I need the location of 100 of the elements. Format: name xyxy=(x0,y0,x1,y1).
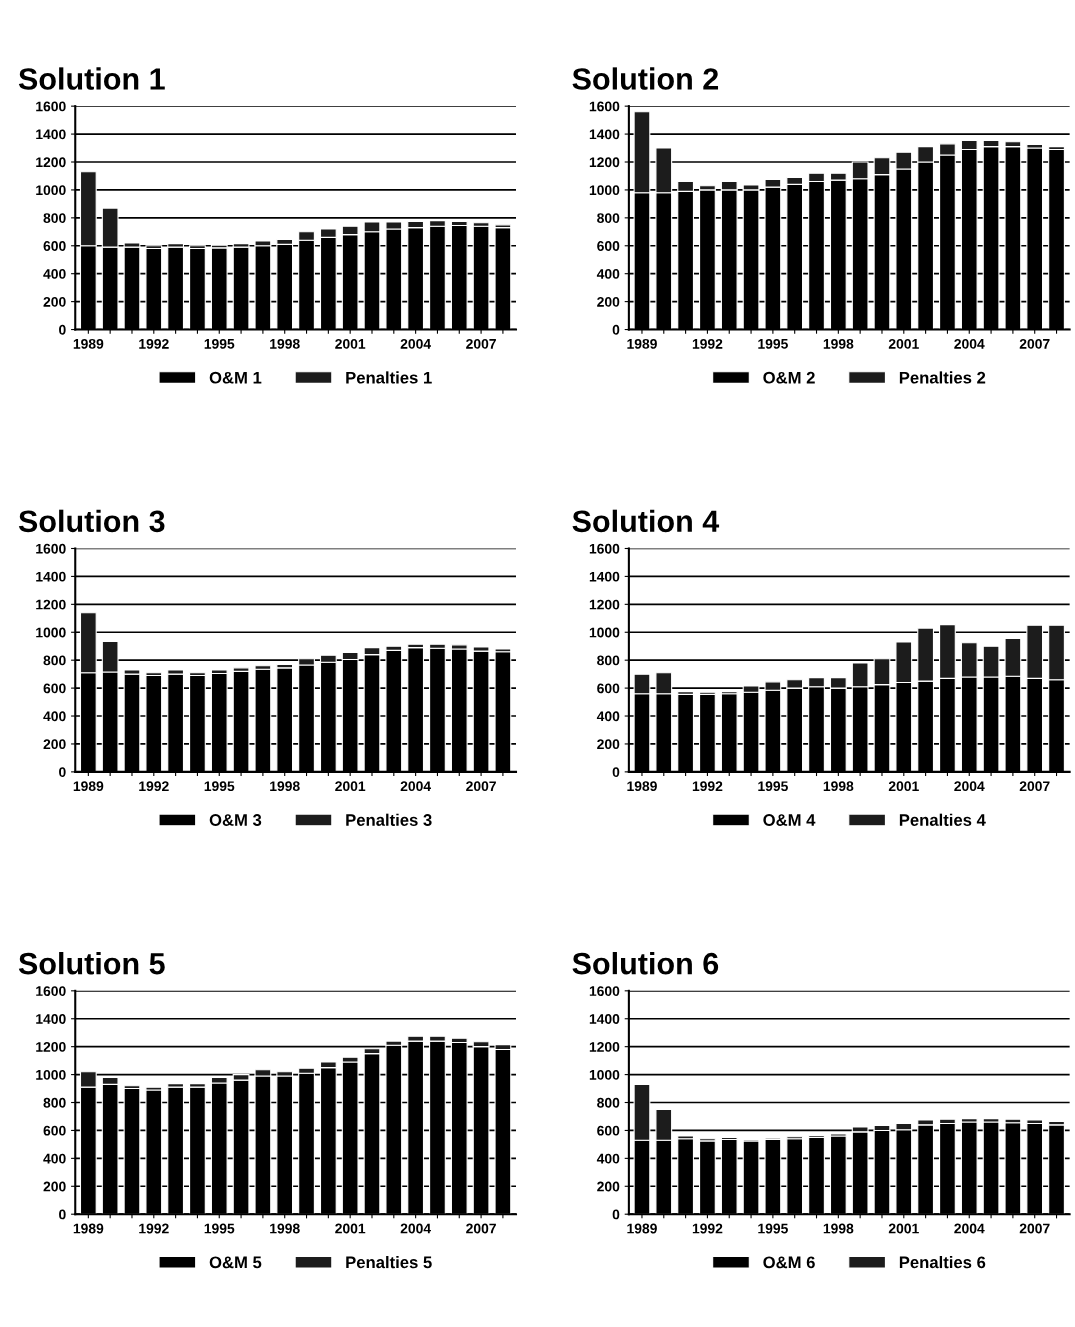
y-tick-label: 800 xyxy=(43,213,66,224)
x-tick-label: 1989 xyxy=(73,1223,104,1234)
y-tick-label: 1600 xyxy=(36,543,66,554)
y-tick-label: 1600 xyxy=(589,986,620,996)
y-tick-label: 200 xyxy=(597,1181,620,1192)
x-tick-label: 1992 xyxy=(692,781,723,792)
legend-label: O&M 2 xyxy=(763,371,815,384)
y-tick-label: 1600 xyxy=(589,101,620,112)
legend-label: O&M 3 xyxy=(209,814,262,826)
y-tick-label: 1000 xyxy=(36,1069,66,1080)
y-tick-label: 1000 xyxy=(36,627,66,638)
y-tick-label: 1200 xyxy=(589,157,620,168)
y-tick-label: 200 xyxy=(597,296,620,307)
legend-label: O&M 5 xyxy=(209,1256,262,1269)
x-tick-label: 1998 xyxy=(823,781,854,792)
x-tick-label: 1995 xyxy=(204,781,235,792)
x-tick-label: 1992 xyxy=(692,1223,723,1234)
x-tick-label: 1995 xyxy=(758,338,788,349)
x-tick-label: 1989 xyxy=(73,781,104,792)
y-tick-label: 1600 xyxy=(36,986,66,996)
chart-title: Solution 5 xyxy=(18,952,165,975)
x-tick-label: 1998 xyxy=(270,1223,300,1234)
x-tick-label: 1992 xyxy=(139,781,169,792)
x-tick-label: 2001 xyxy=(335,1223,366,1234)
x-tick-label: 2001 xyxy=(888,1223,919,1234)
y-tick-label: 200 xyxy=(43,296,66,307)
y-tick-label: 1000 xyxy=(589,185,620,196)
legend-label: O&M 6 xyxy=(763,1256,815,1269)
y-tick-label: 800 xyxy=(597,1097,620,1108)
y-tick-label: 400 xyxy=(596,711,620,722)
x-tick-label: 1998 xyxy=(823,1223,854,1234)
y-tick-label: 400 xyxy=(43,1153,66,1164)
y-tick-label: 600 xyxy=(43,1125,66,1136)
y-tick-label: 200 xyxy=(43,1181,66,1192)
y-tick-label: 800 xyxy=(597,213,620,224)
x-tick-label: 2004 xyxy=(400,781,432,792)
x-tick-label: 1992 xyxy=(139,1223,169,1234)
x-tick-label: 2004 xyxy=(954,1223,985,1234)
x-tick-label: 2007 xyxy=(1019,338,1050,349)
x-tick-label: 1995 xyxy=(204,1223,235,1234)
x-tick-label: 2001 xyxy=(888,338,919,349)
legend-label: O&M 1 xyxy=(209,371,262,384)
y-tick-label: 1400 xyxy=(36,129,66,140)
legend-label: Penalties 6 xyxy=(899,1256,986,1269)
y-tick-label: 1200 xyxy=(589,599,620,610)
x-tick-label: 1995 xyxy=(204,338,235,349)
y-tick-label: 1200 xyxy=(589,1042,620,1052)
x-tick-label: 2001 xyxy=(335,338,366,349)
y-tick-label: 1600 xyxy=(589,543,620,554)
y-tick-label: 600 xyxy=(597,241,620,251)
x-tick-label: 1995 xyxy=(758,781,788,792)
x-tick-label: 2007 xyxy=(1019,781,1050,792)
chart-title: Solution 6 xyxy=(572,952,719,975)
y-tick-label: 1400 xyxy=(36,1014,66,1024)
x-tick-label: 2007 xyxy=(466,338,496,349)
x-tick-label: 2001 xyxy=(335,781,366,792)
y-tick-label: 200 xyxy=(597,739,620,750)
y-tick-label: 0 xyxy=(612,767,620,778)
y-tick-label: 0 xyxy=(59,324,66,335)
chart-title: Solution 1 xyxy=(18,67,165,90)
y-tick-label: 1400 xyxy=(36,571,66,582)
x-tick-label: 2004 xyxy=(400,338,432,349)
x-tick-label: 1989 xyxy=(627,1223,657,1234)
y-tick-label: 600 xyxy=(597,1125,620,1136)
y-tick-label: 0 xyxy=(59,767,66,778)
legend-label: Penalties 5 xyxy=(346,1256,432,1269)
y-tick-label: 600 xyxy=(43,241,66,251)
x-tick-label: 1989 xyxy=(627,338,657,349)
y-tick-label: 600 xyxy=(43,683,66,694)
x-tick-label: 2007 xyxy=(466,1223,496,1234)
y-tick-label: 200 xyxy=(43,739,66,750)
y-tick-label: 600 xyxy=(597,683,620,694)
x-tick-label: 1989 xyxy=(73,338,104,349)
y-tick-label: 800 xyxy=(43,1097,66,1108)
y-tick-label: 1000 xyxy=(589,1069,620,1080)
y-tick-label: 0 xyxy=(612,1209,620,1220)
y-tick-label: 1000 xyxy=(36,185,66,196)
y-tick-label: 1400 xyxy=(589,571,620,582)
y-tick-label: 0 xyxy=(612,324,620,335)
legend-label: O&M 4 xyxy=(763,814,816,826)
y-tick-label: 1200 xyxy=(36,1042,66,1052)
y-tick-label: 0 xyxy=(59,1209,66,1220)
legend-label: Penalties 1 xyxy=(346,371,432,384)
x-tick-label: 2004 xyxy=(954,781,985,792)
y-tick-label: 1400 xyxy=(589,1014,620,1024)
y-tick-label: 1000 xyxy=(589,627,620,638)
y-tick-label: 1400 xyxy=(589,129,620,140)
x-tick-label: 2004 xyxy=(954,338,985,349)
y-tick-label: 800 xyxy=(597,655,620,666)
y-tick-label: 400 xyxy=(596,269,620,279)
x-tick-label: 1989 xyxy=(627,781,657,792)
x-tick-label: 1992 xyxy=(139,338,169,349)
y-tick-label: 800 xyxy=(43,655,66,666)
x-tick-label: 2007 xyxy=(1019,1223,1050,1234)
y-tick-label: 400 xyxy=(43,269,66,279)
x-tick-label: 1998 xyxy=(270,338,300,349)
x-tick-label: 2004 xyxy=(400,1223,432,1234)
chart-title: Solution 2 xyxy=(572,67,719,90)
y-tick-label: 1200 xyxy=(36,157,66,168)
x-tick-label: 2007 xyxy=(466,781,496,792)
